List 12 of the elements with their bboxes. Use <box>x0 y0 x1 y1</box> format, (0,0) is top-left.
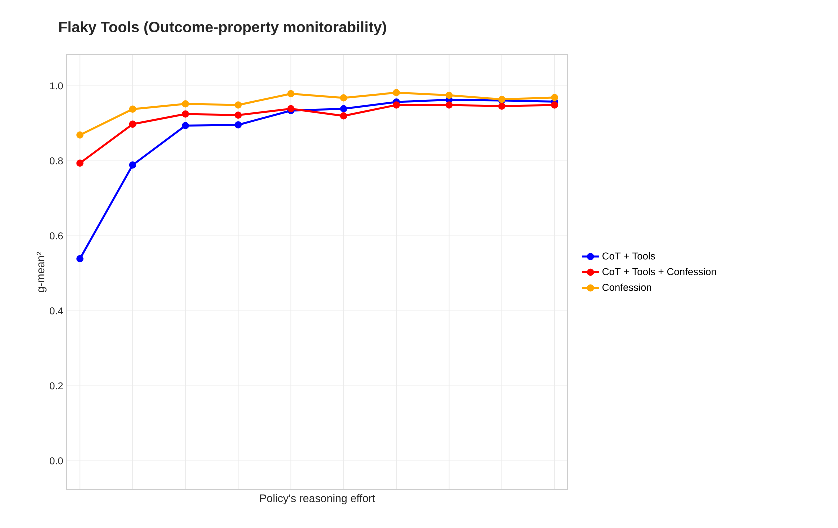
chart-title: Flaky Tools (Outcome-property monitorability) <box>60 22 386 36</box>
legend-label: CoT + Tools <box>602 252 656 260</box>
y-tick-label: 0.4 <box>50 308 64 315</box>
legend-label: Confession <box>602 284 652 292</box>
y-tick-label: 0.0 <box>50 458 64 465</box>
y-axis-title: g-mean² <box>36 252 47 292</box>
y-tick-label: 1.0 <box>50 82 64 90</box>
y-tick-label: 0.2 <box>50 382 63 390</box>
legend-label: CoT + Tools + Confession <box>602 268 716 276</box>
x-axis-title: Policy's reasoning effort <box>260 494 376 505</box>
y-tick-label: 0.6 <box>50 232 64 240</box>
y-tick-label: 0.8 <box>50 158 64 165</box>
